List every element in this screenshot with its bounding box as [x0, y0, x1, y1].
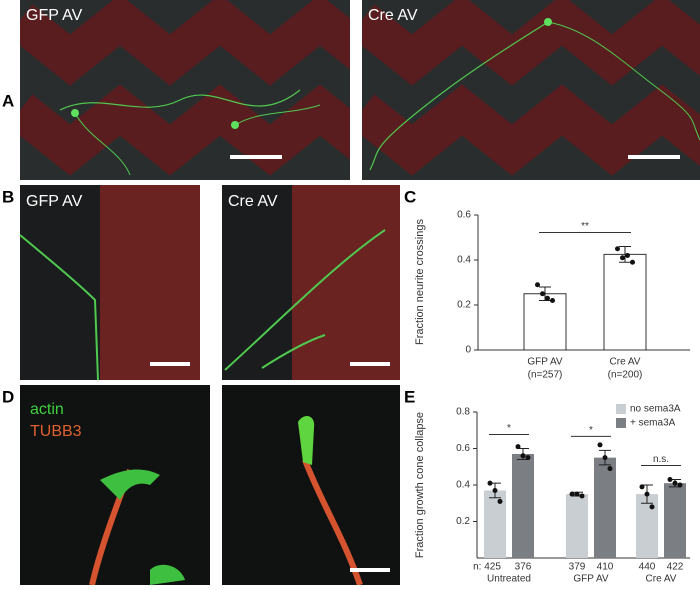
data-point [545, 295, 550, 301]
data-point [535, 282, 540, 288]
bar [603, 253, 647, 351]
stain-label: TUBB3 [30, 423, 82, 440]
significance-label: ** [581, 221, 589, 232]
micrograph [222, 185, 400, 380]
data-point [630, 259, 635, 265]
data-point [649, 504, 655, 510]
legend-swatch [616, 418, 626, 428]
significance-label: * [507, 423, 511, 434]
panel-label: D [2, 387, 14, 406]
stain-label: actin [30, 401, 64, 418]
image-label: Cre AV [368, 7, 418, 24]
micrograph [222, 385, 400, 586]
scale-bar [350, 362, 390, 366]
x-tick-sublabel: (n=257) [528, 370, 563, 381]
data-point [487, 480, 493, 486]
y-tick-label: 0 [465, 345, 471, 356]
panel-label: A [2, 91, 14, 110]
bar [523, 293, 567, 351]
data-point [579, 493, 585, 499]
scale-bar [350, 568, 390, 572]
legend-label: no sema3A [630, 404, 681, 415]
data-point [639, 484, 645, 490]
data-point [492, 487, 498, 493]
n-label: 422 [667, 562, 684, 573]
n-label: 379 [569, 562, 586, 573]
data-point [540, 291, 545, 297]
y-tick-label: 0.8 [456, 407, 470, 418]
micrograph [20, 0, 350, 180]
data-point [515, 444, 521, 450]
n-label: n: 425 [473, 562, 501, 573]
scale-bar [628, 155, 680, 159]
bar [566, 494, 588, 558]
legend-swatch [616, 404, 626, 414]
y-axis-label: Fraction growth cone collapse [414, 412, 426, 558]
n-label: 410 [597, 562, 614, 573]
data-point [615, 246, 620, 252]
bar [484, 490, 506, 558]
image-label: GFP AV [26, 193, 83, 210]
data-point [497, 498, 503, 504]
image-label: GFP AV [26, 7, 83, 24]
data-point [602, 455, 608, 461]
panel-label: E [404, 387, 415, 406]
data-point [625, 253, 630, 258]
n-label: 440 [639, 562, 656, 573]
image-label: Cre AV [228, 193, 278, 210]
x-tick-label: GFP AV [527, 357, 563, 368]
y-axis-label: Fraction neurite crossings [414, 219, 426, 345]
bar [636, 494, 658, 558]
scale-bar [230, 155, 282, 159]
panel-label: C [404, 187, 416, 206]
panel-label: B [2, 187, 14, 206]
n-label: 376 [515, 562, 532, 573]
y-tick-label: 0.4 [457, 255, 471, 266]
error-bar [619, 246, 631, 263]
y-tick-label: 0.6 [456, 443, 470, 454]
y-tick-label: 0.2 [456, 516, 470, 527]
scale-bar [150, 362, 190, 366]
significance-label: n.s. [653, 454, 669, 465]
x-tick-label: GFP AV [573, 574, 609, 585]
micrograph [362, 0, 700, 180]
data-point [520, 453, 526, 459]
data-point [525, 455, 531, 461]
significance-label: * [589, 425, 593, 436]
data-point [667, 477, 673, 483]
x-tick-label: Untreated [487, 574, 531, 585]
data-point [597, 442, 603, 448]
y-tick-label: 0.2 [457, 300, 471, 311]
micrograph [19, 185, 200, 381]
bar [594, 457, 616, 558]
bar [664, 483, 686, 558]
data-point [569, 491, 575, 497]
y-tick-label: 0.6 [457, 210, 471, 221]
data-point [672, 480, 678, 486]
micrograph [20, 385, 210, 586]
data-point [677, 482, 683, 488]
data-point [644, 491, 650, 497]
x-tick-label: Cre AV [610, 357, 641, 368]
data-point [607, 466, 613, 472]
bar [512, 453, 534, 558]
legend-label: + sema3A [630, 418, 676, 429]
data-point [620, 255, 625, 261]
x-tick-sublabel: (n=200) [608, 370, 643, 381]
data-point [550, 298, 555, 303]
y-tick-label: 0.4 [456, 480, 470, 491]
x-tick-label: Cre AV [646, 574, 677, 585]
data-point [574, 491, 580, 497]
